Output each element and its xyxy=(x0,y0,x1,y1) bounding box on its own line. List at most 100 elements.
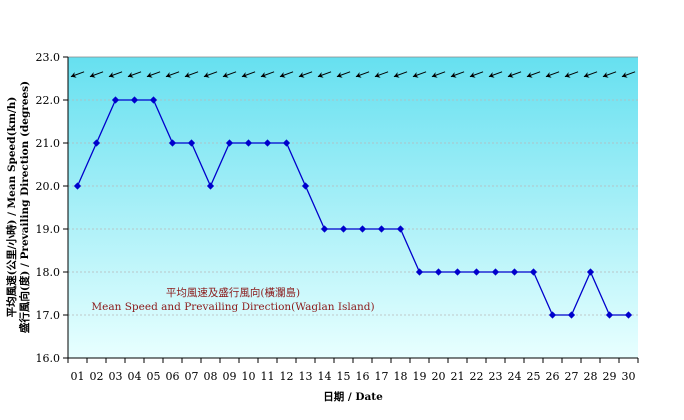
y-tick-label: 18.0 xyxy=(36,266,61,279)
direction-arrow xyxy=(355,71,370,78)
x-tick-label: 17 xyxy=(375,370,389,383)
direction-arrow xyxy=(526,71,541,78)
x-tick-label: 20 xyxy=(432,370,446,383)
x-tick-label: 10 xyxy=(242,370,256,383)
x-tick-label: 30 xyxy=(622,370,636,383)
data-point xyxy=(168,139,177,147)
annotation-en: Mean Speed and Prevailing Direction(Wagl… xyxy=(91,301,374,313)
direction-arrow xyxy=(317,71,332,78)
direction-arrow xyxy=(412,71,427,78)
x-tick-label: 05 xyxy=(147,370,161,383)
direction-arrow xyxy=(165,71,180,78)
direction-arrow xyxy=(108,71,123,78)
direction-arrow xyxy=(507,71,522,78)
data-point xyxy=(491,268,500,276)
direction-arrow xyxy=(621,71,636,78)
data-point xyxy=(73,182,82,190)
x-axis-ticks: 01 02 03 04 05 06 07 08 09 10 11 12 13 14 15 16 17 18 19 20… xyxy=(67,358,639,383)
x-tick-label: 19 xyxy=(413,370,427,383)
data-point xyxy=(605,311,614,319)
data-point xyxy=(377,225,386,233)
x-tick-label: 25 xyxy=(527,370,541,383)
y-tick-label: 20.0 xyxy=(36,180,61,193)
direction-arrow xyxy=(146,71,161,78)
direction-arrow xyxy=(602,71,617,78)
direction-arrow xyxy=(89,71,104,78)
data-point xyxy=(339,225,348,233)
x-tick-label: 22 xyxy=(470,370,484,383)
direction-arrows xyxy=(70,71,636,78)
series-group xyxy=(73,96,633,319)
data-point xyxy=(206,182,215,190)
y-axis-ticks: 16.0 17.0 18.0 19.0 20.0 21.0 22.0 23.0 xyxy=(36,51,68,365)
direction-arrow xyxy=(374,71,389,78)
data-point xyxy=(567,311,576,319)
data-point xyxy=(453,268,462,276)
data-point xyxy=(282,139,291,147)
direction-arrow xyxy=(260,71,275,78)
x-tick-label: 26 xyxy=(546,370,560,383)
x-tick-label: 15 xyxy=(337,370,351,383)
x-tick-label: 29 xyxy=(603,370,617,383)
series-line xyxy=(76,99,629,316)
x-tick-label: 23 xyxy=(489,370,503,383)
data-point xyxy=(358,225,367,233)
direction-arrow xyxy=(393,71,408,78)
data-point xyxy=(92,139,101,147)
plot-area xyxy=(68,57,638,358)
x-tick-label: 06 xyxy=(166,370,180,383)
x-tick-label: 18 xyxy=(394,370,408,383)
x-tick-label: 07 xyxy=(185,370,199,383)
x-tick-label: 14 xyxy=(318,370,332,383)
x-tick-label: 03 xyxy=(109,370,123,383)
direction-arrow xyxy=(279,71,294,78)
direction-arrow xyxy=(70,71,85,78)
x-tick-label: 01 xyxy=(71,370,85,383)
data-point xyxy=(149,96,158,104)
direction-arrow xyxy=(127,71,142,78)
data-point xyxy=(320,225,329,233)
x-axis-label: 日期 / Date xyxy=(323,390,383,403)
x-tick-label: 02 xyxy=(90,370,104,383)
x-tick-label: 04 xyxy=(128,370,142,383)
x-tick-label: 16 xyxy=(356,370,370,383)
x-tick-label: 27 xyxy=(565,370,579,383)
direction-arrow xyxy=(222,71,237,78)
data-point xyxy=(111,96,120,104)
data-point xyxy=(187,139,196,147)
data-point xyxy=(263,139,272,147)
direction-arrow xyxy=(469,71,484,78)
data-point xyxy=(529,268,538,276)
y-axis-label-line2: 盛行風向(度) / Prevailing Direction (degrees) xyxy=(18,81,31,333)
direction-arrow xyxy=(298,71,313,78)
data-point xyxy=(244,139,253,147)
direction-arrow xyxy=(450,71,465,78)
data-point xyxy=(586,268,595,276)
data-point xyxy=(415,268,424,276)
data-point xyxy=(396,225,405,233)
data-point xyxy=(130,96,139,104)
x-tick-label: 08 xyxy=(204,370,218,383)
y-tick-label: 19.0 xyxy=(36,223,61,236)
x-tick-label: 09 xyxy=(223,370,237,383)
x-tick-label: 13 xyxy=(299,370,313,383)
y-tick-label: 23.0 xyxy=(36,51,61,64)
x-tick-label: 12 xyxy=(280,370,294,383)
data-point xyxy=(225,139,234,147)
data-point xyxy=(301,182,310,190)
direction-arrow xyxy=(241,71,256,78)
x-tick-label: 21 xyxy=(451,370,465,383)
y-tick-label: 22.0 xyxy=(36,94,61,107)
x-tick-label: 24 xyxy=(508,370,522,383)
direction-arrow xyxy=(545,71,560,78)
data-point xyxy=(472,268,481,276)
direction-arrow xyxy=(203,71,218,78)
data-point xyxy=(434,268,443,276)
x-tick-label: 11 xyxy=(261,370,275,383)
direction-arrow xyxy=(488,71,503,78)
y-tick-label: 17.0 xyxy=(36,309,61,322)
data-point xyxy=(510,268,519,276)
annotation-zh: 平均風速及盛行風向(橫瀾島) xyxy=(166,286,300,299)
y-axis-label-line1: 平均風速(公里/小時) / Mean Speed(km/h) xyxy=(5,97,18,318)
